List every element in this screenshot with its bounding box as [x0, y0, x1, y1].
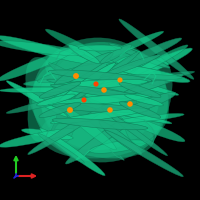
- Ellipse shape: [40, 102, 160, 158]
- Ellipse shape: [109, 43, 170, 68]
- Ellipse shape: [119, 82, 161, 98]
- Ellipse shape: [49, 78, 96, 101]
- Ellipse shape: [45, 29, 122, 70]
- Ellipse shape: [0, 36, 92, 64]
- Ellipse shape: [90, 64, 136, 89]
- Ellipse shape: [114, 77, 179, 95]
- Ellipse shape: [99, 121, 142, 155]
- Point: [108, 108, 112, 112]
- Ellipse shape: [40, 128, 105, 176]
- Ellipse shape: [40, 42, 160, 150]
- Ellipse shape: [22, 129, 73, 139]
- Ellipse shape: [28, 103, 112, 155]
- Point: [102, 88, 106, 92]
- Point: [74, 74, 78, 78]
- Ellipse shape: [24, 78, 114, 87]
- Ellipse shape: [45, 45, 155, 95]
- Ellipse shape: [77, 102, 172, 124]
- Ellipse shape: [73, 51, 140, 101]
- Ellipse shape: [119, 114, 185, 142]
- Ellipse shape: [27, 91, 76, 110]
- Point: [94, 82, 98, 86]
- Ellipse shape: [116, 113, 184, 123]
- Ellipse shape: [100, 45, 132, 63]
- Ellipse shape: [65, 62, 124, 74]
- Ellipse shape: [82, 92, 123, 124]
- Ellipse shape: [105, 130, 183, 177]
- Ellipse shape: [63, 107, 116, 150]
- Ellipse shape: [6, 89, 103, 113]
- Ellipse shape: [123, 92, 176, 114]
- Ellipse shape: [109, 74, 182, 80]
- Ellipse shape: [112, 38, 182, 69]
- Ellipse shape: [39, 102, 81, 118]
- Ellipse shape: [75, 56, 130, 98]
- Ellipse shape: [39, 82, 81, 98]
- Ellipse shape: [52, 79, 148, 89]
- Ellipse shape: [41, 50, 151, 150]
- Ellipse shape: [47, 79, 127, 95]
- Ellipse shape: [107, 64, 190, 82]
- Ellipse shape: [81, 91, 138, 111]
- Ellipse shape: [0, 87, 83, 92]
- Ellipse shape: [125, 94, 163, 106]
- Ellipse shape: [89, 140, 147, 153]
- Ellipse shape: [0, 129, 75, 147]
- Ellipse shape: [6, 81, 67, 117]
- Ellipse shape: [119, 19, 194, 79]
- Ellipse shape: [78, 45, 122, 51]
- Ellipse shape: [56, 63, 116, 105]
- Ellipse shape: [54, 45, 134, 83]
- Ellipse shape: [50, 108, 150, 124]
- Ellipse shape: [32, 38, 168, 162]
- Point: [68, 108, 72, 112]
- Ellipse shape: [37, 94, 75, 106]
- Ellipse shape: [131, 45, 188, 76]
- Ellipse shape: [28, 66, 60, 142]
- Ellipse shape: [102, 108, 167, 156]
- Ellipse shape: [52, 103, 148, 113]
- Ellipse shape: [38, 133, 84, 163]
- Ellipse shape: [94, 31, 164, 62]
- Ellipse shape: [68, 45, 100, 63]
- Ellipse shape: [49, 63, 117, 108]
- Ellipse shape: [0, 48, 76, 81]
- Ellipse shape: [117, 71, 195, 85]
- Point: [82, 98, 86, 102]
- Ellipse shape: [48, 94, 152, 106]
- Ellipse shape: [54, 52, 113, 86]
- Ellipse shape: [50, 84, 150, 100]
- Ellipse shape: [100, 55, 160, 77]
- Ellipse shape: [118, 48, 192, 83]
- Ellipse shape: [124, 56, 172, 144]
- Ellipse shape: [119, 74, 183, 96]
- Ellipse shape: [54, 114, 154, 158]
- Point: [128, 102, 132, 106]
- Ellipse shape: [52, 118, 148, 130]
- Ellipse shape: [119, 102, 161, 118]
- Ellipse shape: [26, 57, 74, 143]
- Ellipse shape: [48, 70, 152, 82]
- Ellipse shape: [48, 79, 96, 112]
- Ellipse shape: [66, 107, 146, 164]
- Ellipse shape: [135, 61, 169, 131]
- Ellipse shape: [0, 41, 85, 56]
- Ellipse shape: [40, 91, 110, 104]
- Ellipse shape: [37, 62, 118, 83]
- Point: [118, 78, 122, 82]
